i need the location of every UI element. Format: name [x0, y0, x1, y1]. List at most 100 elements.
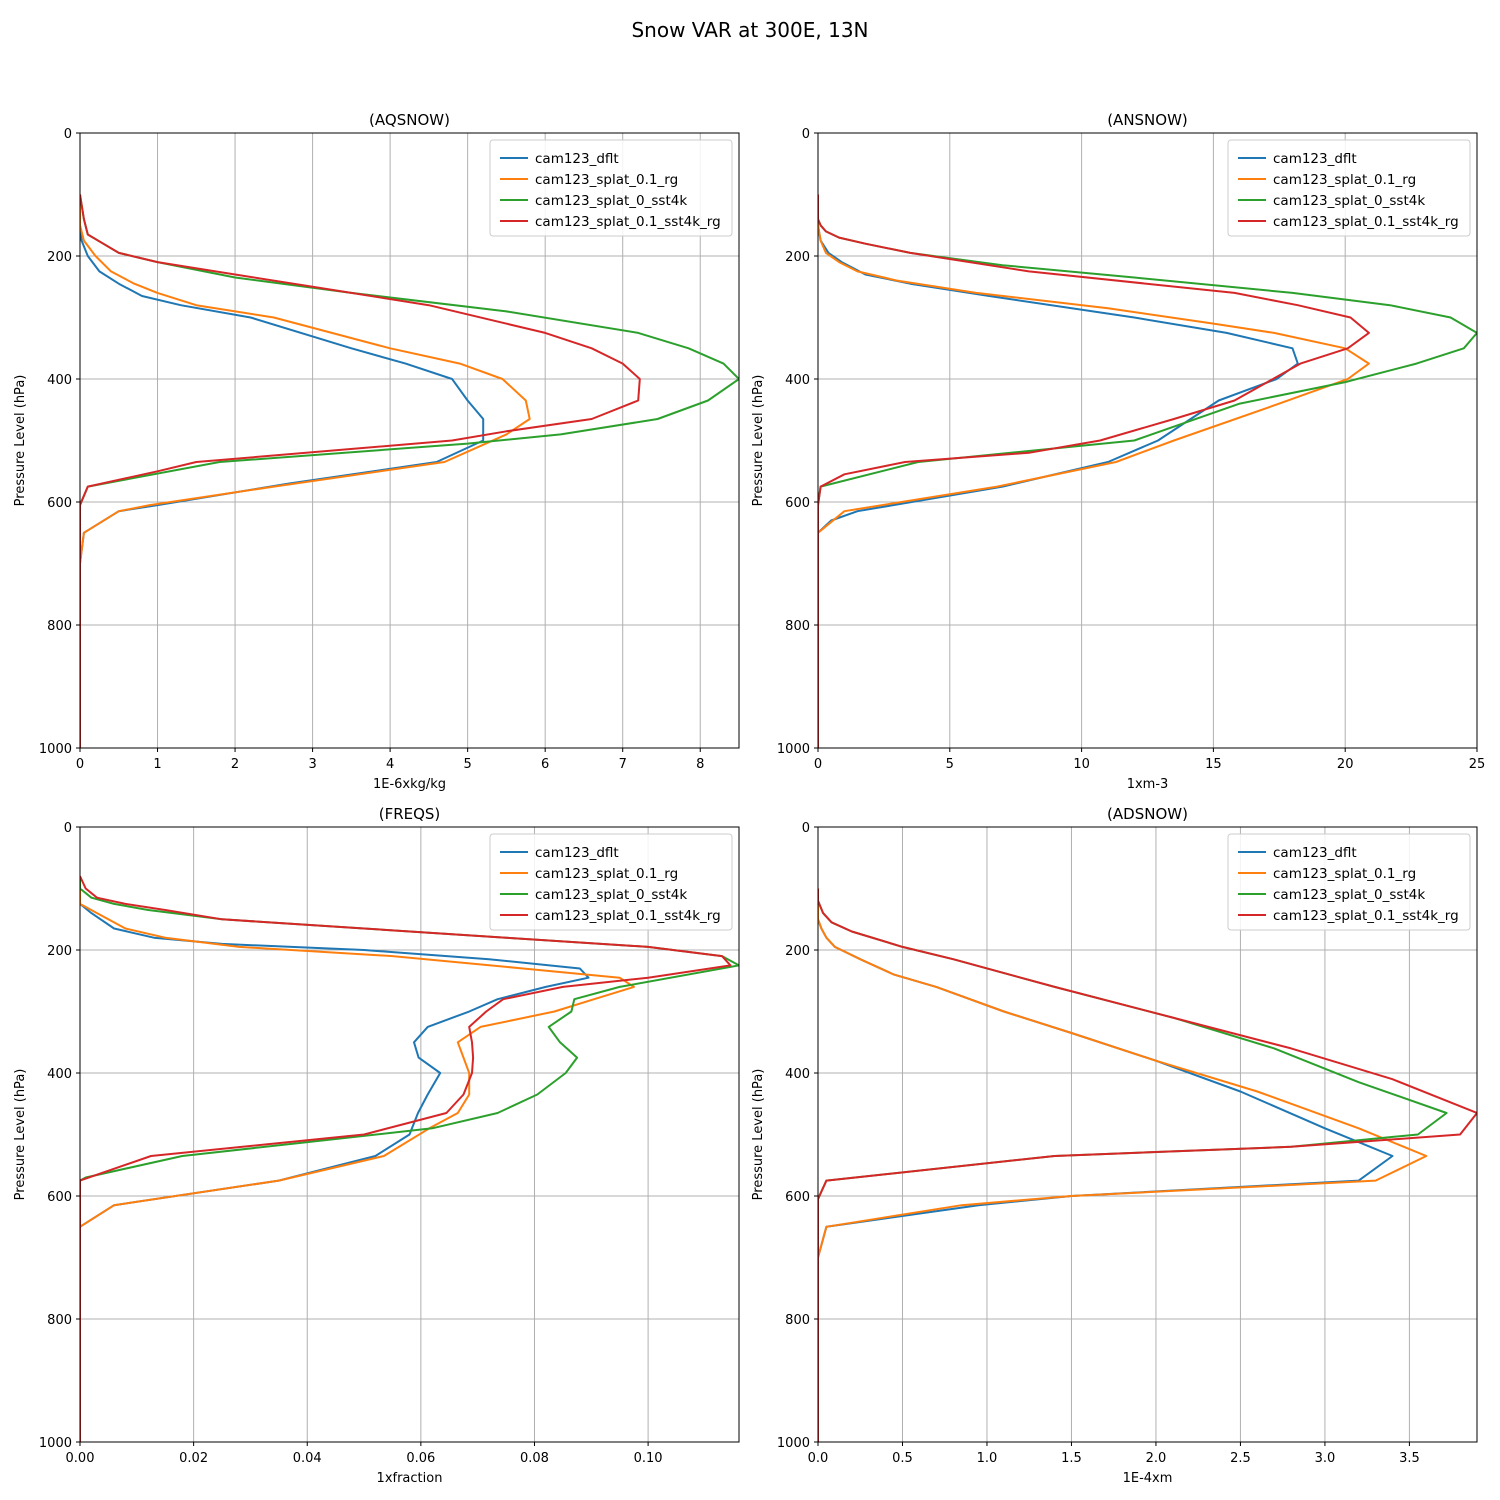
legend-label: cam123_splat_0.1_rg [535, 172, 678, 188]
y-tick-label: 400 [785, 1067, 810, 1082]
subplot-3: 0.00 0.02 0.04 0.06 0.08 0.10 0 200 400 600 800 100… [13, 805, 740, 1486]
y-tick-label: 600 [47, 496, 72, 511]
x-tick-label: 2.5 [1230, 1451, 1251, 1466]
legend-box [489, 833, 733, 931]
series-line-cam123_splat_0_sst4k [818, 888, 1448, 1442]
y-tick-label: 600 [47, 1190, 72, 1205]
grid-lines [79, 132, 739, 749]
series-group [818, 194, 1477, 748]
legend-label: cam123_dflt [1273, 845, 1357, 861]
x-tick-label: 0.5 [892, 1451, 913, 1466]
series-line-cam123_dflt [80, 888, 590, 1442]
x-tick-label: 2.0 [1146, 1451, 1167, 1466]
x-tick-label: 25 [1469, 757, 1486, 772]
series-line-cam123_dflt [818, 888, 1394, 1442]
legend: cam123_dflt cam123_splat_0.1_rg cam123_spl… [1227, 833, 1471, 931]
legend-label: cam123_splat_0.1_sst4k_rg [535, 908, 721, 924]
series-line-cam123_splat_0.1_sst4k_rg [80, 875, 732, 1442]
series-line-cam123_splat_0_sst4k [80, 876, 739, 1442]
x-tick-label: 3.0 [1315, 1451, 1336, 1466]
subplot-title: (ANSNOW) [1107, 111, 1188, 129]
x-tick-label: 1.5 [1061, 1451, 1082, 1466]
x-tick-label: 15 [1205, 757, 1222, 772]
y-tick-label: 600 [785, 1190, 810, 1205]
x-tick-label: 0.02 [179, 1451, 208, 1466]
x-tick-label: 20 [1337, 757, 1354, 772]
x-tick-label: 1 [153, 757, 161, 772]
legend-label: cam123_splat_0.1_sst4k_rg [1273, 908, 1459, 924]
legend-label: cam123_splat_0.1_rg [1273, 172, 1416, 188]
x-tick-label: 5 [946, 757, 954, 772]
y-tick-label: 200 [785, 250, 810, 265]
series-line-cam123_splat_0.1_rg [818, 888, 1428, 1442]
legend-label: cam123_dflt [1273, 151, 1357, 167]
subplot-title: (ADSNOW) [1107, 805, 1188, 823]
figure-suptitle: Snow VAR at 300E, 13N [631, 18, 868, 42]
subplot-2: 0 5 10 15 20 25 0 200 400 600 800 1000 (ANSNOW) 1xm-3… [751, 111, 1485, 792]
legend-label: cam123_splat_0_sst4k [535, 887, 687, 903]
x-tick-label: 6 [541, 757, 549, 772]
x-tick-label: 1.0 [977, 1451, 998, 1466]
y-tick-label: 800 [785, 1313, 810, 1328]
x-tick-label: 10 [1073, 757, 1090, 772]
x-axis-label: 1E-6xkg/kg [373, 777, 446, 792]
x-tick-label: 3.5 [1399, 1451, 1420, 1466]
subplots-container: 0 1 2 3 4 5 6 7 802004006008001000(AQSNOW)1E-6xk… [13, 111, 1485, 1486]
series-group [818, 888, 1477, 1442]
legend-label: cam123_splat_0.1_sst4k_rg [1273, 214, 1459, 230]
y-tick-label: 0 [64, 821, 72, 836]
legend-label: cam123_splat_0.1_rg [1273, 866, 1416, 882]
series-line-cam123_splat_0.1_sst4k_rg [818, 194, 1370, 748]
x-axis-label: 1E-4xm [1123, 1471, 1173, 1486]
axes-frame [79, 132, 740, 749]
y-tick-label: 800 [47, 1313, 72, 1328]
series-line-cam123_splat_0.1_sst4k_rg [818, 888, 1477, 1442]
y-tick-label: 200 [47, 944, 72, 959]
x-tick-label: 0.08 [520, 1451, 549, 1466]
legend: cam123_dflt cam123_splat_0.1_rg cam123_spl… [489, 833, 733, 931]
y-tick-label: 1000 [39, 1436, 72, 1451]
x-tick-label: 0.0 [808, 1451, 829, 1466]
y-tick-label: 1000 [777, 742, 810, 757]
x-tick-label: 0 [76, 757, 84, 772]
y-tick-label: 400 [785, 373, 810, 388]
series-group [80, 875, 739, 1442]
y-tick-label: 0 [802, 127, 810, 142]
axes-frame [817, 132, 1478, 749]
x-tick-label: 4 [386, 757, 394, 772]
legend: cam123_dflt cam123_splat_0.1_rg cam123_spl… [1227, 139, 1471, 237]
legend-label: cam123_splat_0_sst4k [535, 193, 687, 209]
x-tick-label: 3 [308, 757, 316, 772]
x-tick-label: 0.04 [293, 1451, 322, 1466]
y-tick-label: 0 [64, 127, 72, 142]
x-tick-label: 5 [464, 757, 472, 772]
x-tick-label: 0.06 [406, 1451, 435, 1466]
series-line-cam123_splat_0.1_sst4k_rg [80, 194, 641, 748]
legend-label: cam123_splat_0_sst4k [1273, 193, 1425, 209]
axes-frame [817, 826, 1478, 1443]
x-tick-label: 0 [814, 757, 822, 772]
subplot-1: 0 1 2 3 4 5 6 7 8 0 200 400 600 800 1000 (AQSNOW) 1E-6xk… [13, 111, 740, 792]
subplot-title: (AQSNOW) [369, 111, 450, 129]
legend-box [1227, 833, 1471, 931]
x-tick-label: 0.00 [66, 1451, 95, 1466]
subplot-4: 0.0 0.5 1.0 1.5 2.0 2.5 3.0 3.5 0 200 400 600 800 100… [751, 805, 1478, 1486]
y-tick-label: 600 [785, 496, 810, 511]
series-line-cam123_dflt [818, 194, 1299, 748]
y-axis-label: Pressure Level (hPa) [13, 375, 28, 507]
x-tick-label: 2 [231, 757, 239, 772]
legend-label: cam123_splat_0.1_rg [535, 866, 678, 882]
legend-label: cam123_dflt [535, 151, 619, 167]
legend-label: cam123_splat_0_sst4k [1273, 887, 1425, 903]
y-tick-label: 0 [802, 821, 810, 836]
series-line-cam123_splat_0_sst4k [80, 194, 739, 748]
subplot-title: (FREQS) [379, 805, 441, 823]
y-tick-label: 800 [785, 619, 810, 634]
series-line-cam123_splat_0.1_rg [80, 194, 531, 748]
legend-box [1227, 139, 1471, 237]
y-tick-label: 400 [47, 373, 72, 388]
series-line-cam123_splat_0_sst4k [818, 194, 1477, 748]
y-axis-label: Pressure Level (hPa) [751, 1069, 766, 1201]
axes-frame [79, 826, 740, 1443]
